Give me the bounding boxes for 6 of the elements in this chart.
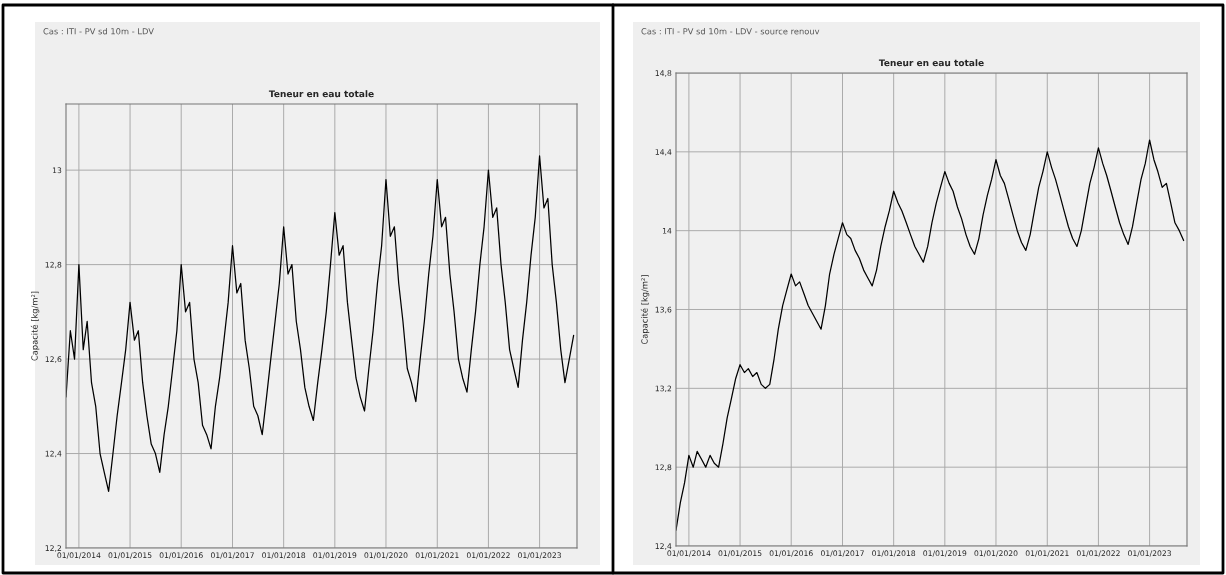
y-axis-title: Capacité [kg/m²] xyxy=(30,291,40,361)
chart-title: Teneur en eau totale xyxy=(268,90,374,98)
chart-subtitle: Cas : ITI - PV sd 10m - LDV xyxy=(43,27,154,35)
chart-subtitle: Cas : ITI - PV sd 10m - LDV - source renouv xyxy=(641,27,820,35)
chart-title: Teneur en eau totale xyxy=(878,59,984,67)
y-axis-title: Capacité [kg/m²] xyxy=(640,275,650,345)
